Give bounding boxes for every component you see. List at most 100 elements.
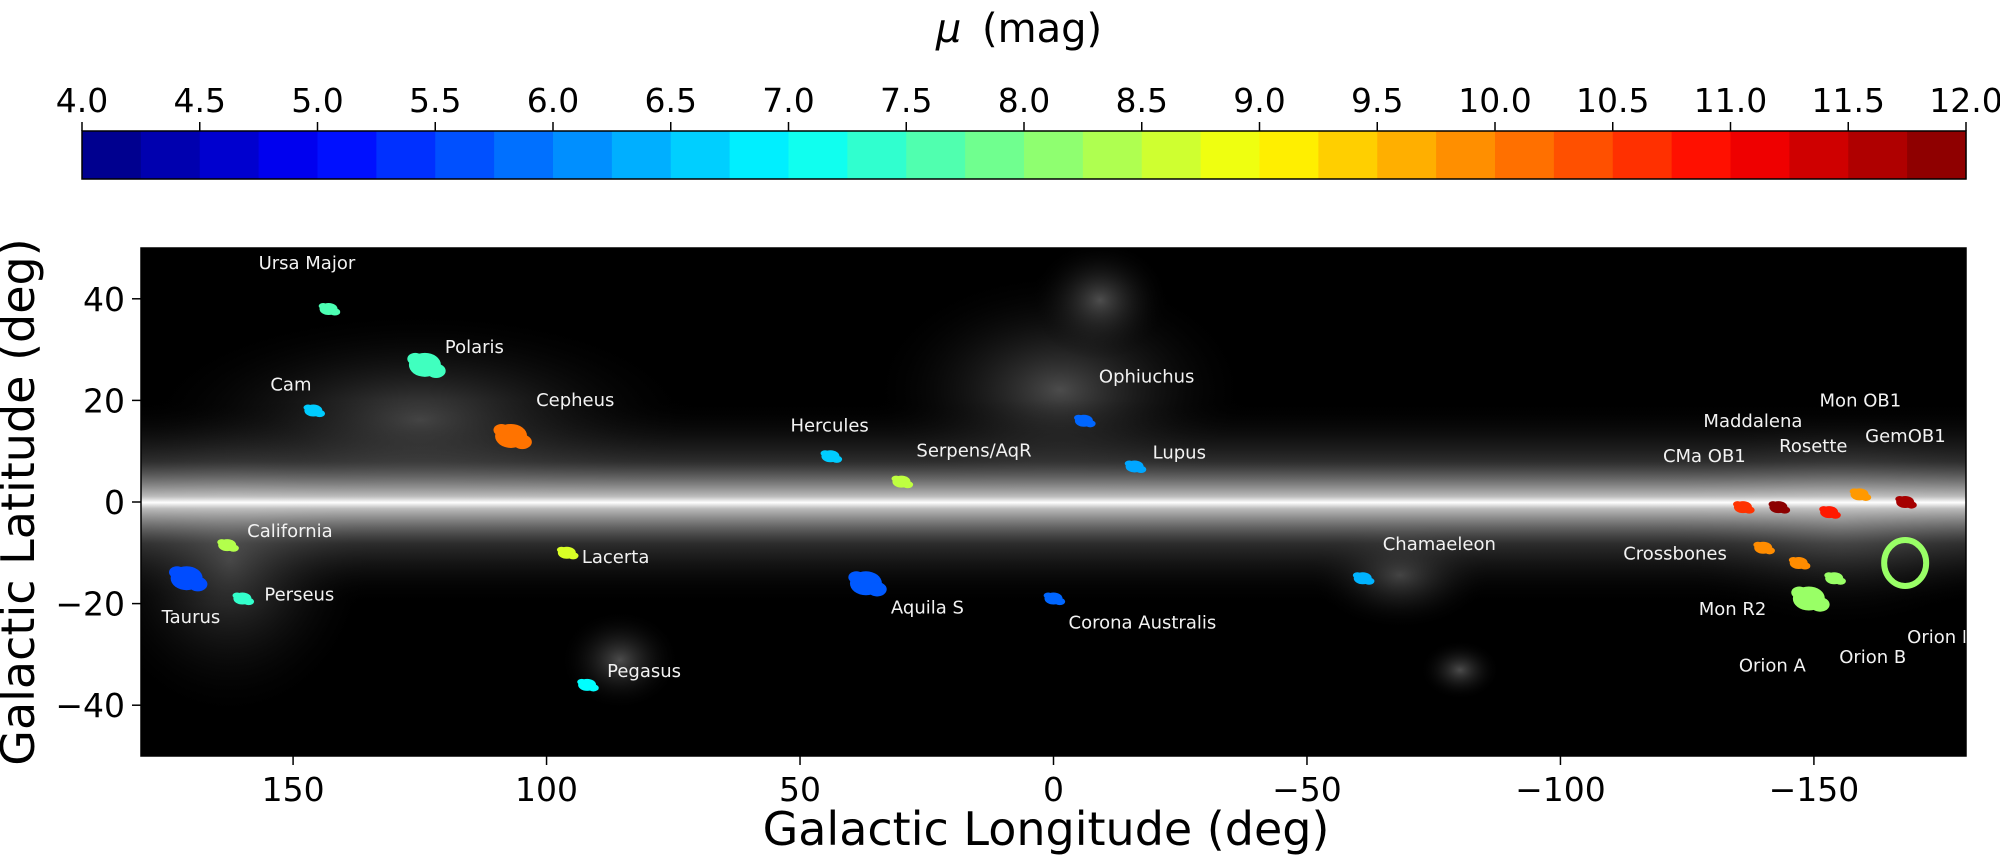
region-blob [426,363,446,379]
region-label: Ursa Major [259,253,356,274]
region-marker [820,450,843,463]
region-blob [329,308,341,316]
region-blob [169,566,186,579]
region-blob [1779,506,1791,514]
region-blob [512,434,532,450]
colorbar-segment [1082,131,1143,179]
region-blob [1363,577,1375,585]
region-label: Mon R2 [1699,599,1767,620]
region-blob [1753,541,1763,548]
colorbar-segment [1671,131,1732,179]
colorbar-tick-label: 7.5 [880,81,932,120]
region-marker [1824,572,1846,585]
colorbar-tick-label: 4.0 [56,81,108,120]
region-blob [820,450,830,457]
region-blob [556,546,566,553]
region-label: Hercules [790,415,868,436]
x-tick-label: 150 [262,770,325,809]
region-markers [169,302,1930,692]
region-marker [318,302,341,316]
colorbar-segment [965,131,1025,179]
colorbar-segment [1612,131,1673,179]
region-label: Orion A [1739,656,1807,677]
colorbar-tick-labels: 4.0 4.5 5.0 5.5 6.0 6.5 7.0 7.5 8.0 8.5 9.0 9.5 10.0… [56,81,2000,120]
region-label: Perseus [264,585,334,606]
colorbar-segment [1495,131,1555,179]
region-marker [891,475,914,489]
region-marker [407,352,446,379]
region-marker [1819,506,1841,519]
region-blob [1733,501,1743,508]
region-label: Taurus [161,607,221,628]
region-blob [1788,556,1798,563]
region-blob [902,481,914,489]
region-label: Aquila S [891,597,964,618]
region-blob [831,455,843,463]
x-tick-label: 50 [779,770,821,809]
x-axis-label: Galactic Longitude (deg) [763,802,1330,856]
region-blob [318,302,328,309]
region-blob [867,582,887,597]
region-label: Polaris [445,337,504,358]
region-marker [1881,536,1930,589]
region-blob [1799,562,1811,570]
colorbar-segment [1259,131,1319,179]
colorbar-tick-label: 8.5 [1116,81,1168,120]
colorbar-segment [611,131,672,179]
region-label: Crossbones [1623,544,1727,565]
region-blob [188,577,208,592]
region-blob [577,678,587,685]
colorbar-title: μ (mag) [935,6,1102,52]
region-blob [217,539,227,546]
region-label: Orion Lam [1907,627,2000,648]
region-blob [567,552,579,560]
region-label: GemOB1 [1865,426,1946,447]
colorbar-segment [1907,131,1967,179]
colorbar-segment [1553,131,1614,179]
region-blob [1743,506,1755,514]
region-marker [1074,414,1096,428]
x-tick-label: −100 [1515,770,1606,809]
region-blob [891,475,901,482]
region-label: Lacerta [582,547,650,568]
region-label: Cepheus [536,390,614,411]
x-axis-ticks: 150 100 50 0 −50 −100 −150 [262,756,1859,809]
region-blob [243,597,255,606]
colorbar-segment [376,131,436,179]
colorbar-segment [140,131,201,179]
colorbar-segment [553,131,613,179]
region-marker [1895,496,1917,509]
region-blob [407,352,424,365]
colorbar-tick-label: 6.0 [527,81,579,120]
colorbar-segment [729,131,790,179]
region-blob [1791,586,1808,599]
colorbar-segment [317,131,377,179]
region-blob [232,592,242,599]
colorbar-tick-label: 9.0 [1233,81,1285,120]
region-blob [314,409,326,418]
region-blob [1054,597,1066,606]
region-marker [1352,572,1375,585]
region-blob [1135,465,1147,474]
region-marker [1753,541,1775,555]
region-label: California [247,521,332,542]
region-blob [1810,597,1830,612]
region-marker [217,539,239,552]
dust-cloud [1420,640,1500,700]
region-blob [1830,511,1841,519]
dust-cloud [1030,248,1170,360]
region-label: Mon OB1 [1820,390,1902,411]
colorbar-segment [1318,131,1378,179]
colorbar-title-unit: (mag) [982,6,1102,52]
colorbar-ticks [81,122,1967,131]
region-blob [228,544,239,552]
region-blob [1895,496,1905,502]
region-blob [1824,572,1834,579]
y-tick-label: 0 [104,483,125,522]
x-tick-label: 0 [1043,770,1064,809]
x-tick-label: 100 [515,770,578,809]
region-blob [1074,414,1084,421]
colorbar-tick-label: 11.0 [1694,81,1767,120]
colorbar-segment [1200,131,1261,179]
